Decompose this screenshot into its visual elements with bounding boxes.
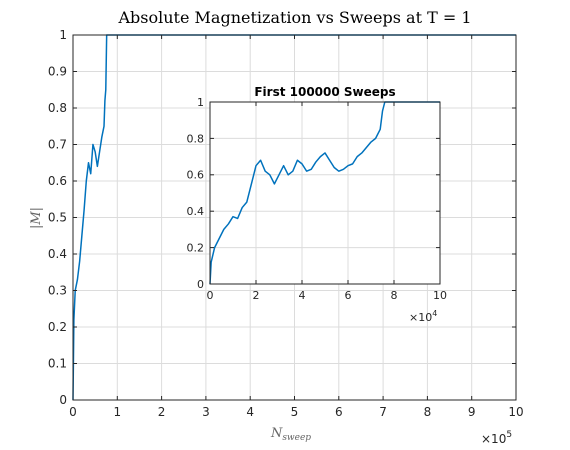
- inset-x-tick-label: 4: [299, 289, 306, 302]
- axes-frames: [72, 34, 517, 401]
- main-x-tick-label: 7: [379, 405, 387, 419]
- main-x-tick-label: 9: [468, 405, 476, 419]
- main-x-tick-label: 2: [158, 405, 166, 419]
- main-x-tick-label: 6: [335, 405, 343, 419]
- inset-y-tick-label: 0: [197, 278, 204, 291]
- main-axes-frame: [72, 34, 517, 401]
- main-y-tick-label: 0.9: [48, 65, 67, 79]
- main-y-tick-label: 0.6: [48, 174, 67, 188]
- x-axis-label: Nsweep: [270, 426, 311, 443]
- inset-x-exponent-power: 4: [432, 309, 437, 318]
- inset-x-tick-label: 0: [207, 289, 214, 302]
- main-x-exponent: ×105: [481, 430, 512, 446]
- main-y-tick-label: 0.1: [48, 357, 67, 371]
- y-axis-label: |M|: [29, 207, 44, 229]
- inset-series-line: [209, 101, 440, 285]
- main-y-tick-label: 0.5: [48, 211, 67, 225]
- x-axis-label-main: N: [270, 426, 283, 441]
- x-axis-label-subscript: sweep: [282, 433, 311, 443]
- inset-tick-labels: 0 2 4 6 8 10 0 0.2 0.4 0.6 0.8 1: [187, 96, 448, 302]
- inset-x-exponent-base: ×10: [409, 311, 432, 324]
- inset-y-tick-label: 0.2: [187, 241, 205, 254]
- main-chart-title: Absolute Magnetization vs Sweeps at T = …: [117, 8, 471, 27]
- inset-y-tick-label: 0.8: [187, 132, 205, 145]
- main-y-tick-label: 0.3: [48, 284, 67, 298]
- main-x-tick-label: 4: [246, 405, 254, 419]
- main-x-tick-label: 8: [424, 405, 432, 419]
- main-tick-labels: 0 1 2 3 4 5 6 7 8 9 1000.10.20.30.40.50.60.70.80.9…: [48, 28, 524, 419]
- inset-x-tick-label: 6: [345, 289, 352, 302]
- inset-axes-frame: [209, 101, 441, 285]
- inset-background-layer: [210, 102, 440, 284]
- main-x-tick-label: 5: [291, 405, 299, 419]
- main-y-tick-label: 0.4: [48, 247, 67, 261]
- inset-x-tick-label: 2: [253, 289, 260, 302]
- main-y-tick-label: 1: [59, 28, 67, 42]
- main-x-tick-label: 3: [202, 405, 210, 419]
- main-x-exponent-base: ×10: [481, 432, 506, 446]
- main-y-tick-label: 0.7: [48, 138, 67, 152]
- main-x-tick-label: 0: [69, 405, 77, 419]
- inset-chart-title: First 100000 Sweeps: [254, 85, 395, 99]
- inset-x-tick-label: 8: [391, 289, 398, 302]
- main-y-tick-label: 0.2: [48, 320, 67, 334]
- inset-x-exponent: ×104: [409, 309, 437, 324]
- inset-axes-background: [210, 102, 440, 284]
- inset-series-layer: [209, 101, 441, 285]
- main-x-exponent-power: 5: [506, 430, 512, 440]
- main-x-tick-label: 10: [508, 405, 523, 419]
- main-x-tick-label: 1: [113, 405, 121, 419]
- inset-x-tick-label: 10: [433, 289, 447, 302]
- inset-y-tick-label: 1: [197, 96, 204, 109]
- main-y-tick-label: 0.8: [48, 101, 67, 115]
- inset-y-tick-label: 0.6: [187, 169, 205, 182]
- inset-y-tick-label: 0.4: [187, 205, 205, 218]
- main-y-tick-label: 0: [59, 393, 67, 407]
